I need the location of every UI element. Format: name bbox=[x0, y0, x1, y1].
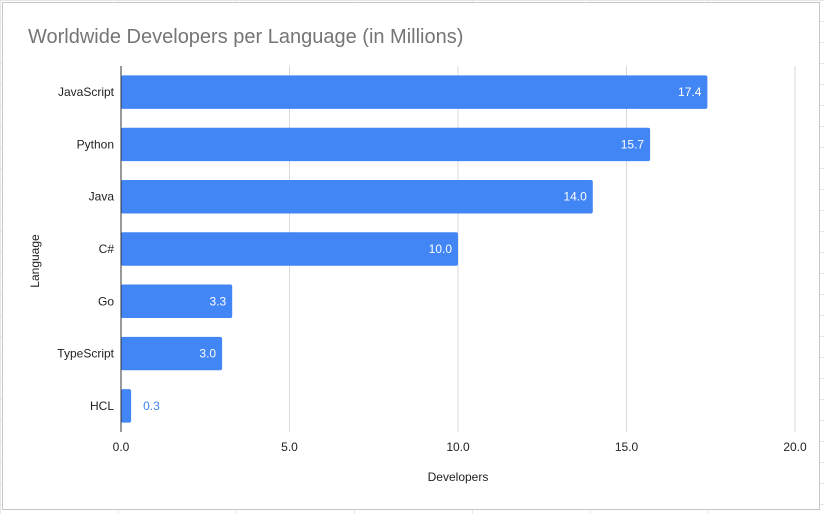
y-axis-title: Language bbox=[28, 234, 42, 288]
data-label: 3.0 bbox=[199, 347, 216, 361]
bar bbox=[121, 232, 458, 266]
bar bbox=[121, 389, 132, 423]
x-tick-label: 0.0 bbox=[113, 440, 130, 454]
bar bbox=[121, 127, 651, 162]
x-tick-label: 5.0 bbox=[281, 440, 298, 454]
category-label: HCL bbox=[90, 399, 114, 413]
data-label: 0.3 bbox=[143, 399, 160, 413]
category-label: Java bbox=[89, 190, 115, 204]
category-label: JavaScript bbox=[58, 85, 115, 99]
bar bbox=[121, 179, 593, 214]
category-label: Python bbox=[77, 137, 114, 151]
data-label: 10.0 bbox=[429, 242, 453, 256]
category-label: Go bbox=[98, 294, 114, 308]
data-label: 15.7 bbox=[621, 137, 645, 151]
data-label: 17.4 bbox=[678, 85, 702, 99]
bar bbox=[121, 284, 233, 319]
chart-title: Worldwide Developers per Language (in Mi… bbox=[28, 26, 464, 48]
x-tick-label: 20.0 bbox=[783, 440, 807, 454]
data-label: 3.3 bbox=[210, 294, 227, 308]
x-tick-label: 15.0 bbox=[615, 440, 639, 454]
data-label: 14.0 bbox=[563, 190, 587, 204]
category-label: C# bbox=[99, 242, 115, 256]
bar bbox=[121, 75, 708, 109]
bar bbox=[121, 336, 223, 371]
x-tick-label: 10.0 bbox=[446, 440, 470, 454]
category-label: TypeScript bbox=[57, 347, 114, 361]
x-axis-title: Developers bbox=[428, 470, 489, 484]
